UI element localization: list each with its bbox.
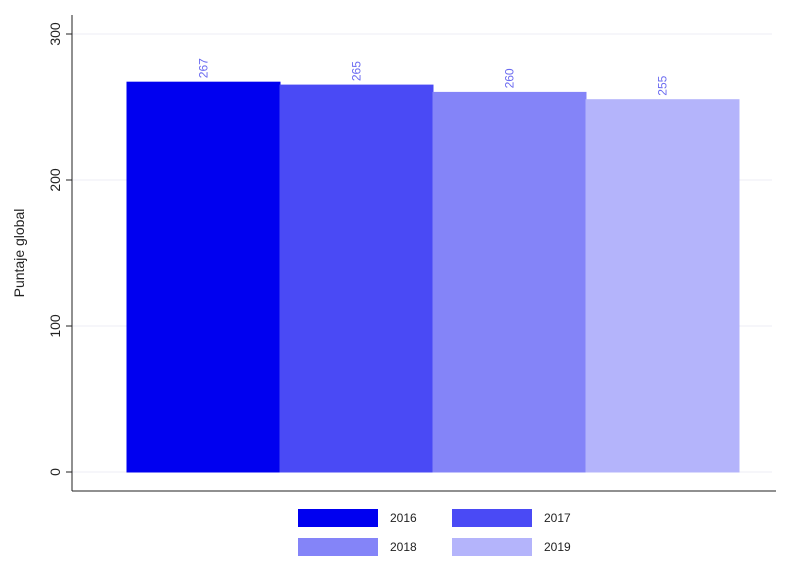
legend-swatch: [298, 538, 378, 556]
legend-swatch: [452, 538, 532, 556]
y-tick-label: 200: [47, 168, 63, 192]
legend-label: 2016: [390, 511, 417, 525]
bar-2017: [279, 84, 434, 473]
legend-label: 2019: [544, 540, 571, 554]
y-ticks: 0 100 200 300: [47, 22, 72, 476]
bar-2016: [126, 81, 281, 473]
bar-2018: [432, 91, 587, 473]
bar-data-label: 260: [503, 68, 517, 88]
bar-data-label: 267: [197, 58, 211, 78]
y-tick-label: 300: [47, 22, 63, 46]
legend-swatch: [298, 509, 378, 527]
y-tick-label: 0: [47, 468, 63, 476]
bar-data-label: 265: [350, 61, 364, 81]
legend: 2016 2017 2018 2019: [298, 509, 571, 556]
legend-swatch: [452, 509, 532, 527]
bar-labels: 267 265 260 255: [197, 58, 670, 96]
axes: [71, 15, 776, 492]
legend-label: 2017: [544, 511, 571, 525]
bar-2019: [585, 99, 740, 473]
bars: [126, 81, 740, 473]
y-tick-label: 100: [47, 314, 63, 338]
bar-data-label: 255: [656, 75, 670, 95]
legend-label: 2018: [390, 540, 417, 554]
y-axis-title: Puntaje global: [11, 209, 27, 298]
